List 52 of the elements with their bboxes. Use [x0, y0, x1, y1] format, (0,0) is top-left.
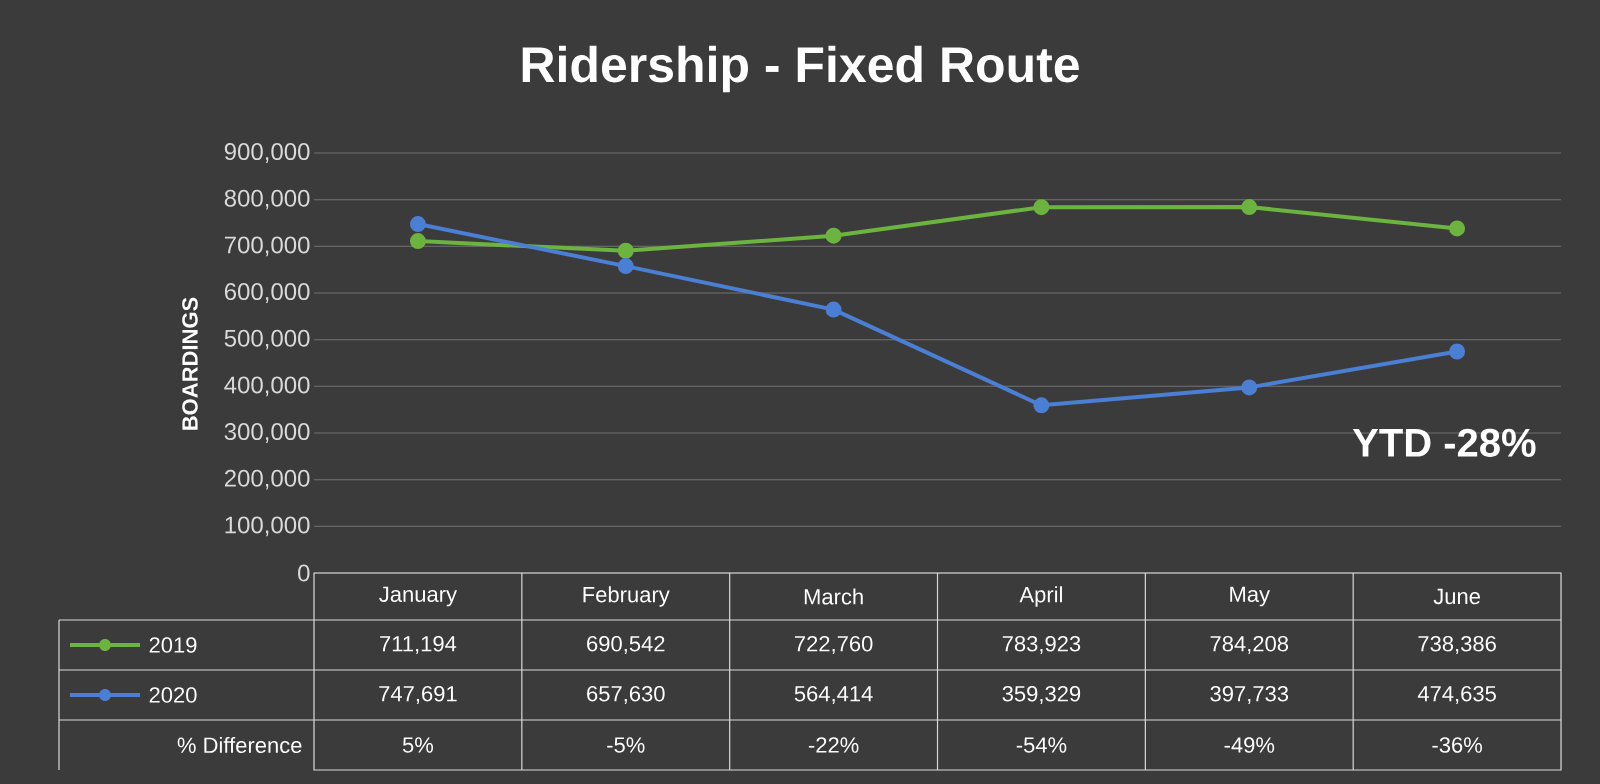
y-tick-label: 500,000: [224, 329, 310, 350]
data-label: 747,691: [379, 685, 457, 705]
y-tick-label: 300,000: [224, 423, 310, 443]
y-tick-label: 100,000: [225, 516, 310, 537]
data-label: 397,733: [1210, 685, 1289, 705]
point: [1033, 199, 1050, 216]
y-tick-label: 600,000: [224, 283, 310, 303]
data-label: 722,760: [794, 635, 873, 655]
y-tick-label: 700,000: [224, 236, 310, 257]
legend-label: 2019: [149, 637, 197, 653]
legend-label: 2020: [149, 687, 197, 703]
point: [1449, 343, 1466, 360]
data-label: 784,208: [1210, 635, 1289, 655]
x-tick-label: February: [583, 586, 670, 607]
point: [1241, 199, 1258, 216]
point: [825, 301, 842, 318]
point: [825, 227, 842, 244]
y-tick-label: 0: [298, 564, 310, 582]
y-axis-title: BOARDINGS: [182, 297, 198, 430]
annotation: YTD -28%: [1352, 428, 1536, 457]
data-label: 657,630: [587, 685, 665, 705]
data-label: 738,386: [1418, 635, 1496, 655]
text: -54%: [1016, 737, 1067, 753]
point: [409, 216, 426, 233]
text: % Difference: [177, 736, 302, 754]
data-label: 783,923: [1002, 635, 1081, 655]
data-label: 359,329: [1002, 685, 1081, 705]
text: -36%: [1432, 737, 1482, 753]
point: [1033, 397, 1050, 414]
x-tick-label: April: [1019, 586, 1062, 607]
y-tick-label: 900,000: [224, 143, 310, 163]
y-tick-label: 800,000: [224, 189, 310, 210]
data-label: 474,635: [1417, 685, 1496, 705]
data-label: 564,414: [794, 685, 873, 705]
x-tick-label: January: [379, 586, 458, 607]
x-tick-label: May: [1230, 586, 1271, 607]
text: -22%: [808, 737, 859, 753]
data-label: 690,542: [587, 635, 665, 655]
point: [1449, 220, 1466, 237]
point: [617, 242, 634, 259]
y-tick-label: 400,000: [224, 376, 310, 397]
x-tick-label: June: [1433, 588, 1480, 605]
text: -49%: [1224, 737, 1275, 753]
text: 5%: [402, 737, 434, 753]
point: [1241, 379, 1258, 396]
chart-title: Ridership - Fixed Route: [522, 45, 1079, 93]
text: -5%: [607, 737, 645, 753]
x-tick-label: March: [804, 588, 863, 605]
point: [409, 233, 426, 250]
y-tick-label: 200,000: [224, 469, 310, 490]
point: [617, 258, 634, 275]
data-label: 711,194: [380, 635, 457, 655]
